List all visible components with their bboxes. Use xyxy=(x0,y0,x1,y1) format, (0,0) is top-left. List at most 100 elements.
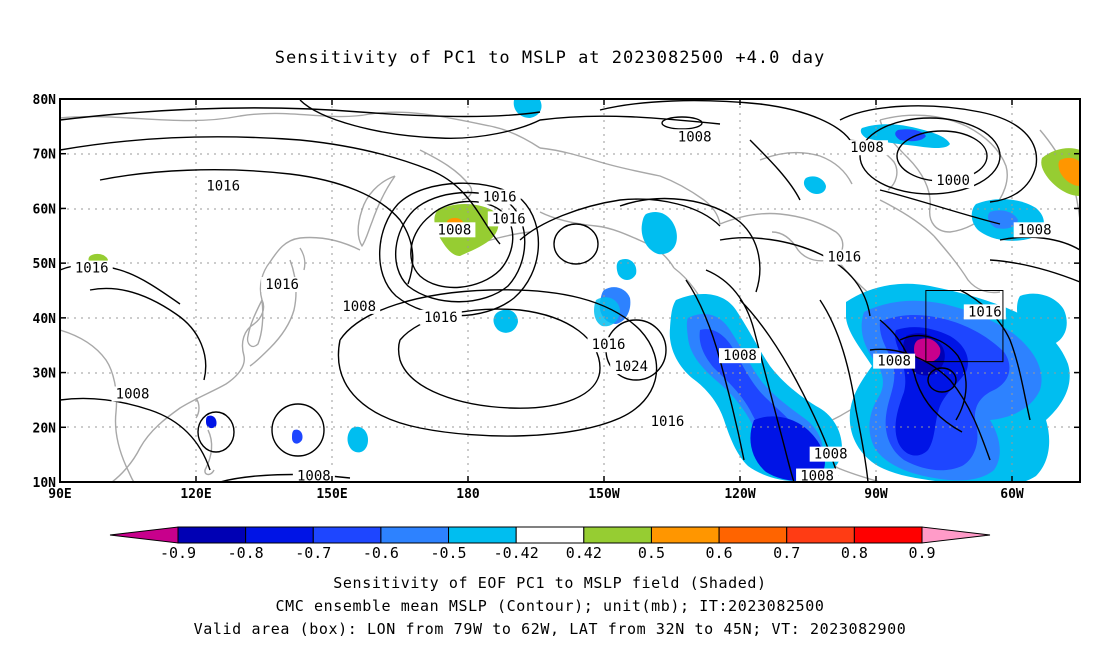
contour-label-bg xyxy=(932,173,975,189)
colorbar-swatch xyxy=(245,526,314,544)
contour-label-bg xyxy=(419,309,462,325)
colorbar-label: -0.7 xyxy=(295,544,331,562)
contour-label-bg xyxy=(70,260,113,276)
colorbar xyxy=(109,526,991,544)
contour-label-bg xyxy=(261,277,304,293)
mslp-contours xyxy=(60,99,1080,482)
contour-label: 1016 xyxy=(968,304,1002,320)
lon-tick-label: 150W xyxy=(588,487,619,502)
contour-label: 1016 xyxy=(492,211,526,227)
colorbar-label: 0.9 xyxy=(908,544,935,562)
contour-label: 1000 xyxy=(936,173,970,189)
colorbar-label: 0.7 xyxy=(773,544,800,562)
contour-label-bg xyxy=(796,468,839,484)
colorbar-swatch xyxy=(583,526,652,544)
colorbar-swatch xyxy=(650,526,720,544)
colorbar-labels: -0.9 -0.8 -0.7 -0.6 -0.5 -0.42 0.42 0.5 0.6 0.7 0.… xyxy=(160,544,936,562)
contour-label-bg xyxy=(963,304,1006,320)
contour-label-bg xyxy=(1013,222,1056,238)
contour-label-bg xyxy=(873,353,916,369)
lon-tick-label: 60W xyxy=(1000,487,1024,502)
map-frame xyxy=(59,98,1081,483)
colorbar-label: -0.9 xyxy=(160,544,196,562)
colorbar-label: 0.42 xyxy=(566,544,602,562)
contour-label: 1016 xyxy=(483,189,517,205)
contour-label-bg xyxy=(719,348,761,364)
valid-area-box xyxy=(925,290,1004,363)
colorbar-swatch xyxy=(853,526,923,544)
contour-label-bg xyxy=(487,211,530,227)
longitude-labels: 90E 120E 150E 180 150W 120W 90W 60W xyxy=(48,487,1024,502)
caption-valid-area: Valid area (box): LON from 79W to 62W, L… xyxy=(193,620,907,638)
contour-label: 1008 xyxy=(116,386,150,402)
lat-tick-label: 10N xyxy=(33,476,57,491)
contour-label: 1024 xyxy=(614,359,648,375)
contour-label-bg xyxy=(338,298,381,314)
contour-labels: 1008 1008 1000 1016 1016 1016 1008 1008 1016 1016… xyxy=(70,129,1056,485)
colorbar-swatch xyxy=(448,526,517,544)
axis-ticks xyxy=(59,98,1080,483)
contour-label: 1008 xyxy=(297,469,331,485)
colorbar-end-high xyxy=(921,526,991,544)
contour-label: 1008 xyxy=(814,447,848,463)
colorbar-swatch xyxy=(177,526,247,544)
colorbar-swatch xyxy=(515,526,585,544)
latitude-labels: 80N 70N 60N 50N 40N 30N 20N 10N xyxy=(33,93,57,491)
contour-label-bg xyxy=(587,337,630,353)
contour-label-bg xyxy=(673,129,716,145)
chart-title: Sensitivity of PC1 to MSLP at 2023082500… xyxy=(274,48,826,68)
colorbar-swatch xyxy=(380,526,450,544)
colorbar-swatch xyxy=(786,526,855,544)
contour-label: 1016 xyxy=(206,179,240,195)
colorbar-label: -0.8 xyxy=(228,544,264,562)
colorbar-label: -0.6 xyxy=(363,544,399,562)
contour-label-bg xyxy=(292,468,335,484)
gridlines xyxy=(60,99,1080,482)
lon-tick-label: 120W xyxy=(724,487,755,502)
colorbar-swatch xyxy=(718,526,788,544)
contour-label-bg xyxy=(823,249,866,265)
contour-label: 1008 xyxy=(800,469,834,485)
contour-label-bg xyxy=(202,178,245,194)
contour-label: 1008 xyxy=(438,222,472,238)
contour-label: 1008 xyxy=(877,354,911,370)
lon-tick-label: 120E xyxy=(180,487,211,502)
contour-label: 1016 xyxy=(592,337,626,353)
caption-shading: Sensitivity of EOF PC1 to MSLP field (Sh… xyxy=(333,574,767,592)
colorbar-label: 0.6 xyxy=(706,544,733,562)
lat-tick-label: 50N xyxy=(33,257,57,272)
colorbar-label: -0.5 xyxy=(430,544,466,562)
colorbar-label: 0.5 xyxy=(638,544,665,562)
contour-label-bg xyxy=(610,359,653,375)
lat-tick-label: 80N xyxy=(33,93,57,108)
contour-label-bg xyxy=(809,446,852,462)
lat-tick-label: 20N xyxy=(33,421,57,436)
contour-label: 1008 xyxy=(1018,222,1052,238)
lat-tick-label: 40N xyxy=(33,312,57,327)
contour-label: 1016 xyxy=(75,261,109,277)
contour-label: 1008 xyxy=(678,129,712,145)
caption-contour: CMC ensemble mean MSLP (Contour); unit(m… xyxy=(275,597,825,615)
colorbar-label: 0.8 xyxy=(841,544,868,562)
contour-label: 1008 xyxy=(342,299,376,315)
lon-tick-label: 90E xyxy=(48,487,71,502)
lat-tick-label: 60N xyxy=(33,202,57,217)
contour-label-bg xyxy=(646,413,689,429)
contour-label: 1016 xyxy=(265,277,299,293)
contour-label-bg xyxy=(478,189,521,205)
contour-label: 1008 xyxy=(850,140,884,156)
contour-label-bg xyxy=(433,222,476,238)
colorbar-label: -0.42 xyxy=(494,544,539,562)
contour-label-bg xyxy=(111,386,154,402)
lon-tick-label: 150E xyxy=(316,487,347,502)
lat-tick-label: 30N xyxy=(33,367,57,382)
contour-label: 1016 xyxy=(651,414,685,430)
colorbar-end-low xyxy=(109,526,179,544)
contour-label: 1016 xyxy=(827,250,861,266)
lon-tick-label: 90W xyxy=(864,487,888,502)
colorbar-swatch xyxy=(312,526,382,544)
lat-tick-label: 70N xyxy=(33,148,57,163)
contour-label: 1016 xyxy=(424,310,458,326)
contour-label-bg xyxy=(845,140,888,156)
